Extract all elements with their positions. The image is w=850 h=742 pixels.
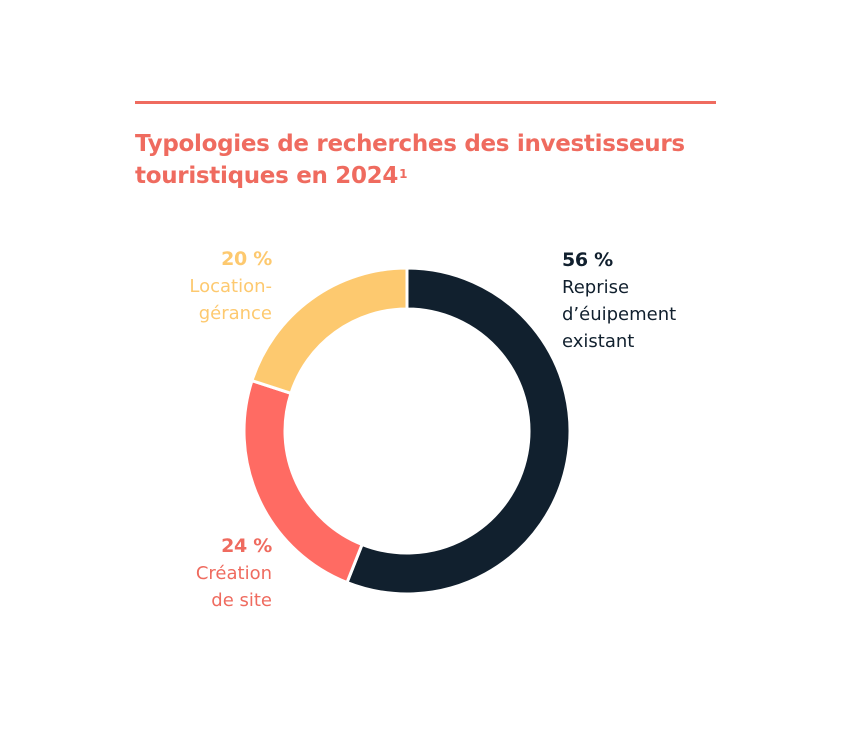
label-location-text: Location- gérance — [189, 276, 272, 324]
chart-title: Typologies de recherches des investisseu… — [135, 128, 755, 192]
slice-reprise — [345, 266, 572, 596]
label-location: 20 % Location- gérance — [189, 245, 272, 327]
slice-location — [250, 266, 409, 396]
title-rule — [135, 101, 716, 104]
label-creation: 24 % Création de site — [196, 532, 272, 614]
label-location-pct: 20 % — [221, 248, 272, 270]
label-creation-pct: 24 % — [221, 535, 272, 557]
label-reprise: 56 % Reprise d’éuipement existant — [562, 246, 676, 355]
chart-title-text: Typologies de recherches des investisseu… — [135, 131, 685, 189]
title-footnote-marker: 1 — [399, 167, 408, 181]
label-reprise-pct: 56 % — [562, 249, 613, 271]
label-reprise-text: Reprise d’éuipement existant — [562, 277, 677, 352]
label-creation-text: Création de site — [195, 563, 272, 611]
